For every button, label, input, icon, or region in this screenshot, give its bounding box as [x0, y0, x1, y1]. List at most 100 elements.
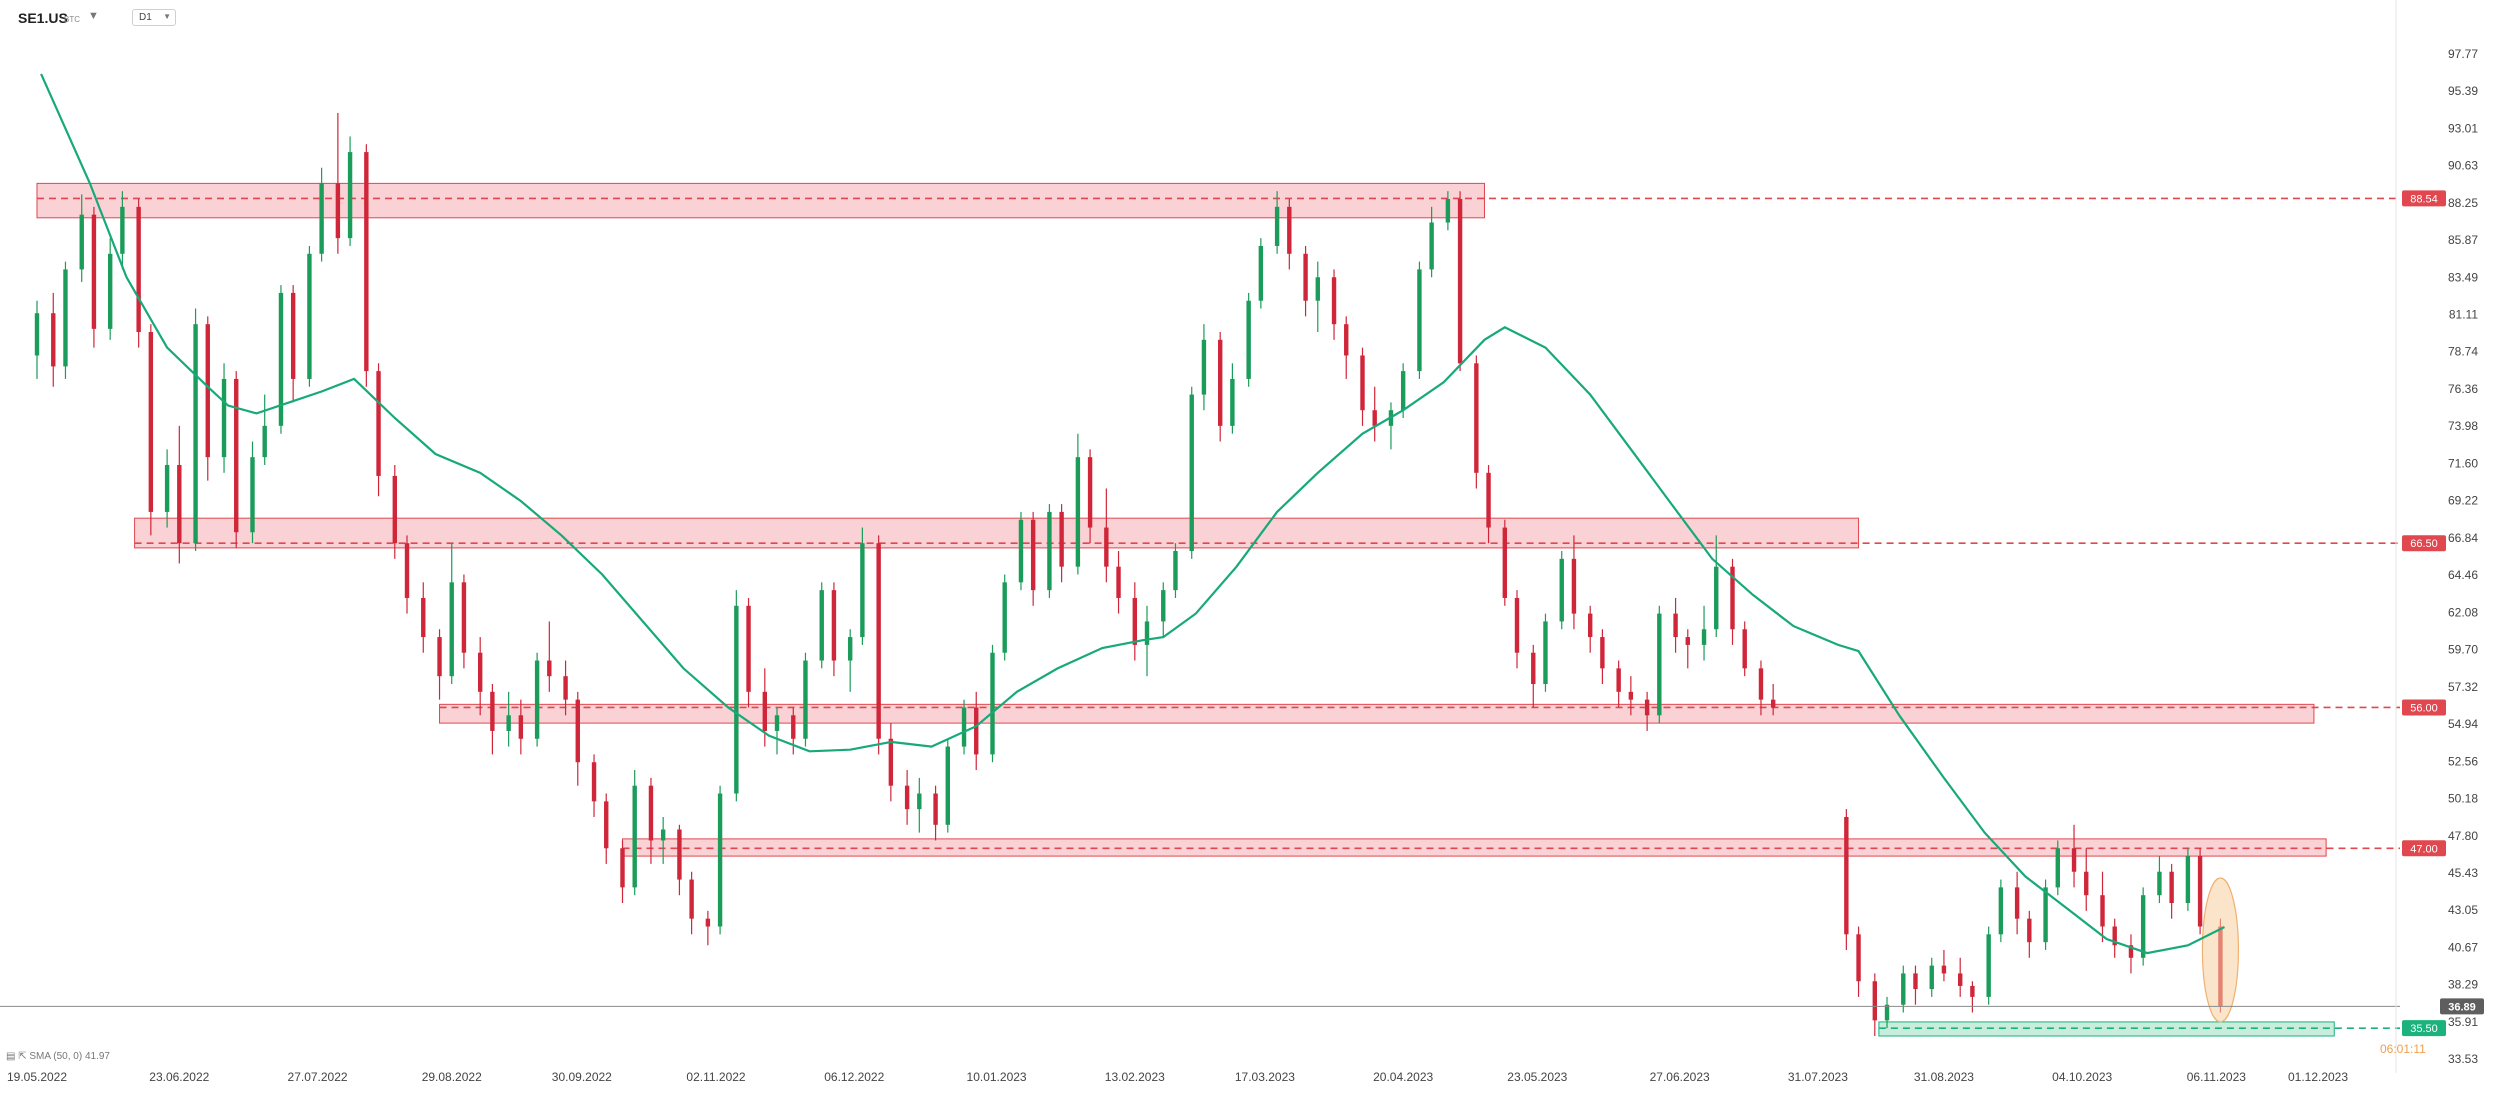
y-tick-label: 76.36 — [2448, 382, 2478, 396]
candle — [193, 308, 198, 552]
candle — [2140, 887, 2146, 966]
candle — [1543, 613, 1548, 692]
candle-body — [319, 183, 324, 254]
candle — [1173, 543, 1178, 598]
candle — [904, 770, 910, 825]
x-tick-label: 31.08.2023 — [1914, 1070, 1974, 1084]
highlight-ellipse — [2201, 877, 2240, 1023]
resistance-zone — [36, 182, 1485, 219]
candle-body — [1571, 558, 1577, 614]
candle-body — [1173, 551, 1178, 591]
candle — [1673, 597, 1678, 653]
y-tick-label: 47.80 — [2448, 829, 2478, 843]
candle-body — [1758, 668, 1764, 700]
y-tick-label: 85.87 — [2448, 233, 2478, 247]
resistance-zone — [134, 517, 1860, 549]
candle-body — [945, 746, 950, 825]
candle-body — [2140, 895, 2146, 958]
candle — [376, 363, 381, 497]
y-tick-label: 81.11 — [2449, 308, 2478, 322]
candle — [660, 816, 666, 864]
indicator-icon[interactable]: ▤ ⇱ — [6, 1051, 27, 1062]
candle — [888, 723, 894, 802]
level-label-bg — [2402, 699, 2446, 716]
candle-body — [2128, 945, 2134, 958]
candle — [1628, 676, 1634, 716]
chart-toolbar: SE1.US BTC ▼ D1 ▼ — [0, 0, 1500, 34]
current-price-bg — [2440, 998, 2484, 1015]
level-label-bg — [2402, 840, 2446, 857]
candle — [2197, 848, 2203, 935]
candle — [1287, 199, 1292, 270]
candle-body — [2112, 926, 2117, 946]
candle-body — [1628, 691, 1634, 700]
candle — [404, 535, 410, 614]
candle-body — [1331, 277, 1337, 325]
candle-body — [1929, 965, 1934, 990]
candle-body — [1941, 965, 1947, 974]
candle — [1018, 511, 1024, 591]
chevron-down-icon: ▼ — [163, 12, 171, 21]
candle-body — [591, 762, 597, 802]
price-axis: 97.77 95.39 93.01 90.63 88.25 85.87 83.49 81.11… — [2395, 0, 2478, 1073]
candle — [449, 543, 454, 685]
symbol-dropdown-icon[interactable]: ▼ — [88, 10, 99, 22]
candle — [945, 738, 950, 833]
candle-body — [847, 637, 853, 661]
candle — [604, 793, 609, 864]
candle-body — [1872, 981, 1878, 1021]
candle-body — [2084, 871, 2089, 896]
candle-body — [746, 605, 751, 692]
candle — [717, 785, 723, 935]
candle — [819, 582, 824, 669]
y-tick-label: 62.08 — [2448, 605, 2478, 619]
candle — [392, 464, 398, 559]
candle — [1770, 684, 1776, 716]
y-tick-label: 59.70 — [2448, 643, 2478, 657]
candle-body — [1986, 934, 1991, 997]
y-tick-label: 33.53 — [2448, 1052, 2478, 1066]
candle — [120, 191, 125, 270]
y-tick-label: 52.56 — [2448, 754, 2478, 768]
candle-body — [1957, 973, 1963, 986]
candle — [1474, 355, 1479, 489]
candle-body — [51, 313, 56, 367]
candle — [1104, 488, 1109, 583]
y-tick-label: 54.94 — [2448, 717, 2478, 731]
x-tick-label: 23.05.2023 — [1507, 1070, 1567, 1084]
candle-body — [1770, 699, 1776, 708]
candle — [2027, 910, 2032, 958]
timeframe-select[interactable]: D1 ▼ — [132, 9, 176, 26]
candle — [518, 699, 524, 755]
candle-body — [677, 829, 682, 880]
candle-body — [1144, 621, 1150, 645]
candle — [2185, 848, 2191, 911]
candle-body — [221, 378, 227, 458]
x-tick-label: 10.01.2023 — [967, 1070, 1027, 1084]
candle-body — [91, 214, 97, 329]
candle — [1116, 551, 1121, 614]
candle — [689, 871, 694, 935]
candle-body — [1246, 300, 1251, 379]
x-tick-label: 06.11.2023 — [2187, 1070, 2246, 1084]
candle — [1217, 332, 1223, 442]
candle-body — [1486, 472, 1491, 528]
level-labels: 88.54 66.50 56.00 47.00 35.50 36.89 06:01:11 — [2380, 190, 2484, 1056]
symbol-name[interactable]: SE1.US — [18, 10, 68, 26]
y-tick-label: 50.18 — [2448, 792, 2478, 806]
candle-body — [2014, 887, 2020, 919]
candle-body — [2197, 856, 2203, 927]
x-tick-label: 01.12.2023 — [2288, 1070, 2348, 1084]
candle — [1730, 558, 1735, 645]
candle-body — [34, 313, 40, 356]
candle — [746, 597, 751, 708]
candle — [221, 363, 227, 473]
candle — [347, 136, 353, 246]
level-label: 88.54 — [2410, 193, 2438, 205]
candle — [774, 707, 780, 755]
candle-body — [205, 324, 210, 458]
candle — [917, 777, 922, 833]
candle — [1087, 449, 1093, 544]
candle-body — [1360, 355, 1365, 411]
